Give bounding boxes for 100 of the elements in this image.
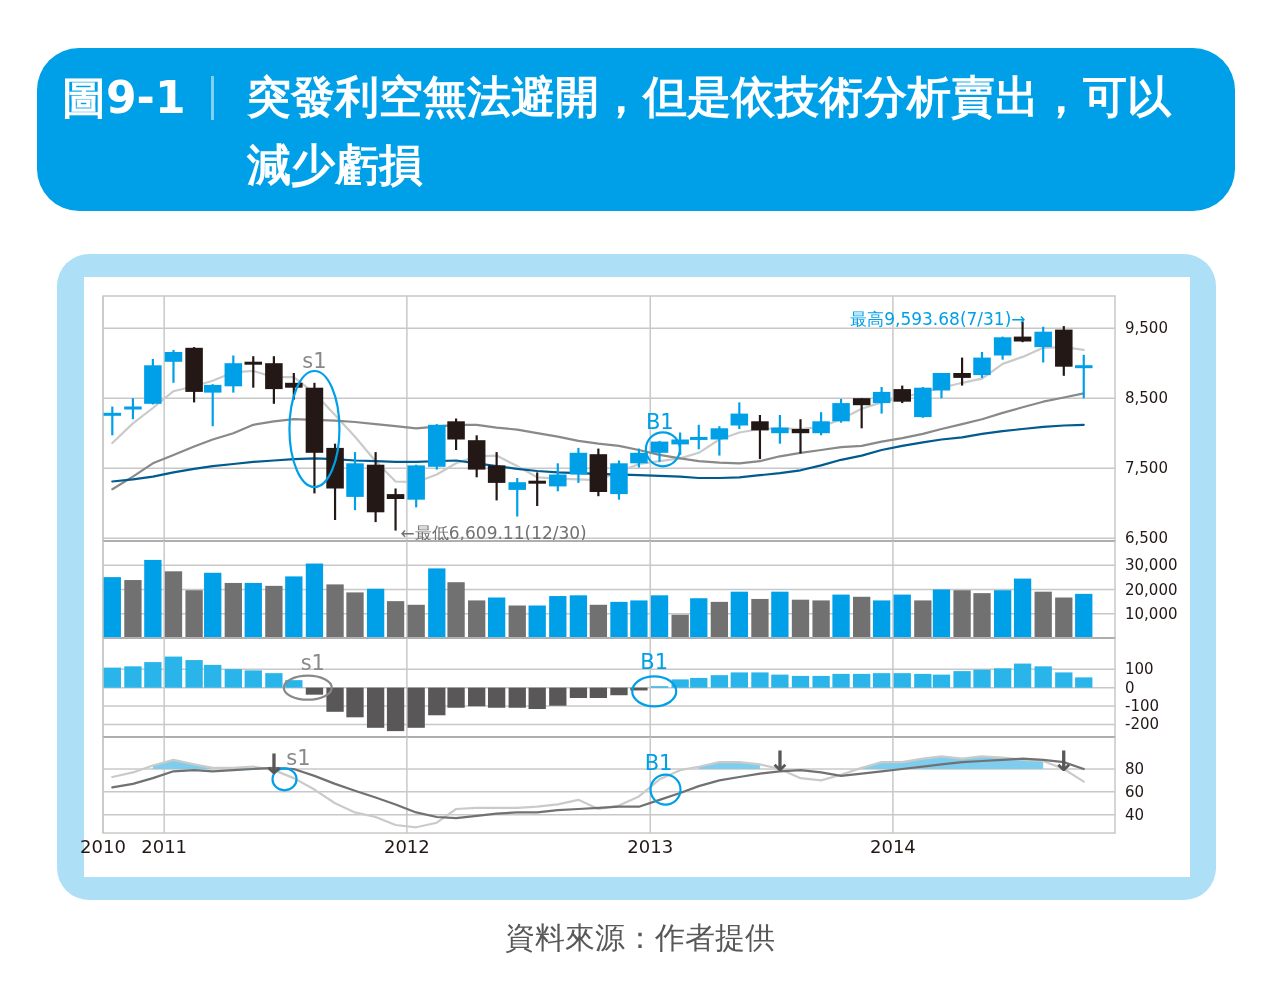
bar — [953, 671, 971, 688]
candlestick — [852, 397, 871, 430]
bar — [1075, 593, 1093, 638]
bar — [305, 563, 324, 638]
bar — [953, 590, 971, 638]
bar — [305, 687, 324, 695]
bar — [468, 600, 486, 638]
candlestick — [710, 425, 729, 457]
bar — [549, 687, 567, 706]
y-tick-label: 60 — [1125, 782, 1145, 801]
bar — [832, 673, 850, 688]
bar — [1013, 663, 1032, 688]
bar — [1034, 591, 1052, 638]
candlestick — [508, 476, 526, 518]
y-tick-label: 7,500 — [1125, 459, 1168, 478]
bar — [832, 594, 850, 638]
candlestick — [791, 418, 810, 455]
y-tick-label: 8,500 — [1125, 389, 1168, 408]
annotation: s1 — [300, 650, 325, 675]
candlestick — [730, 401, 749, 431]
bar — [528, 605, 546, 638]
candlestick — [244, 355, 263, 389]
bar — [650, 595, 669, 638]
bar — [185, 590, 203, 638]
annotation: B1 — [640, 650, 669, 675]
bar — [973, 669, 991, 688]
annotation: 最高9,593.68(7/31)→ — [850, 308, 1026, 329]
bar — [569, 687, 588, 698]
bar — [589, 687, 608, 698]
bar — [914, 673, 932, 688]
bar — [124, 666, 142, 688]
bar — [407, 604, 425, 638]
bar — [224, 582, 242, 638]
bar — [508, 687, 526, 708]
candlestick — [872, 385, 891, 415]
y-tick-label: 100 — [1125, 660, 1154, 679]
y-tick-label: -200 — [1125, 715, 1160, 734]
chart-title: 圖9-1 — [62, 71, 186, 125]
bar — [589, 604, 608, 638]
bar — [346, 592, 364, 638]
candlestick — [1034, 325, 1052, 364]
bar — [812, 675, 830, 688]
candlestick — [124, 397, 142, 421]
bar — [103, 667, 121, 688]
candlestick — [203, 383, 222, 428]
bar — [751, 598, 769, 638]
bar — [386, 601, 405, 638]
y-tick-label: 80 — [1125, 760, 1145, 778]
bar — [468, 687, 486, 707]
bar — [285, 576, 303, 638]
bar — [487, 597, 506, 638]
chart-subtitle: 突發利空無法避開，但是依技術分析賣出，可以減少虧損 — [247, 70, 1173, 192]
y-tick-label: 10,000 — [1125, 604, 1178, 623]
x-tick-label: 2012 — [383, 836, 430, 857]
bar — [710, 601, 729, 638]
x-tick-label: 2010 — [80, 836, 126, 857]
bar — [528, 687, 546, 710]
bar — [771, 591, 789, 638]
bar — [812, 600, 830, 638]
bar — [914, 600, 932, 638]
x-tick-label: 2014 — [870, 836, 916, 857]
bar — [710, 675, 729, 688]
bar — [973, 593, 991, 638]
bar — [366, 588, 385, 638]
y-tick-label: 20,000 — [1125, 580, 1178, 599]
bar — [751, 672, 769, 688]
annotation: ↓ — [768, 745, 792, 778]
bar — [326, 584, 344, 638]
bar — [791, 599, 810, 638]
bar — [872, 600, 891, 638]
candlestick — [690, 423, 708, 451]
candlestick — [812, 411, 830, 437]
bar — [346, 687, 364, 718]
bar — [630, 600, 648, 638]
candlestick — [771, 413, 789, 445]
candlestick — [487, 451, 506, 502]
annotation: B1 — [645, 410, 674, 435]
bar — [164, 571, 183, 638]
bar — [771, 674, 789, 688]
x-tick-label: 2011 — [141, 836, 188, 857]
annotation: s1 — [286, 746, 311, 771]
candlestick — [953, 356, 971, 387]
bar — [265, 585, 283, 638]
y-tick-label: 30,000 — [1125, 556, 1178, 575]
line-series — [111, 392, 1085, 491]
bar — [1055, 597, 1073, 638]
bar — [549, 596, 567, 638]
candlestick — [630, 447, 648, 469]
bar — [893, 594, 911, 638]
bar — [1055, 672, 1073, 688]
bar — [610, 687, 628, 696]
y-tick-label: 9,500 — [1125, 319, 1168, 338]
source-note: 資料來源：作者提供 — [505, 920, 775, 955]
bar — [730, 591, 748, 638]
bar — [932, 589, 951, 638]
candlestick — [1074, 353, 1093, 400]
bar — [872, 673, 891, 688]
bar — [671, 614, 689, 638]
x-tick-label: 2013 — [627, 836, 674, 857]
bar — [244, 582, 262, 638]
